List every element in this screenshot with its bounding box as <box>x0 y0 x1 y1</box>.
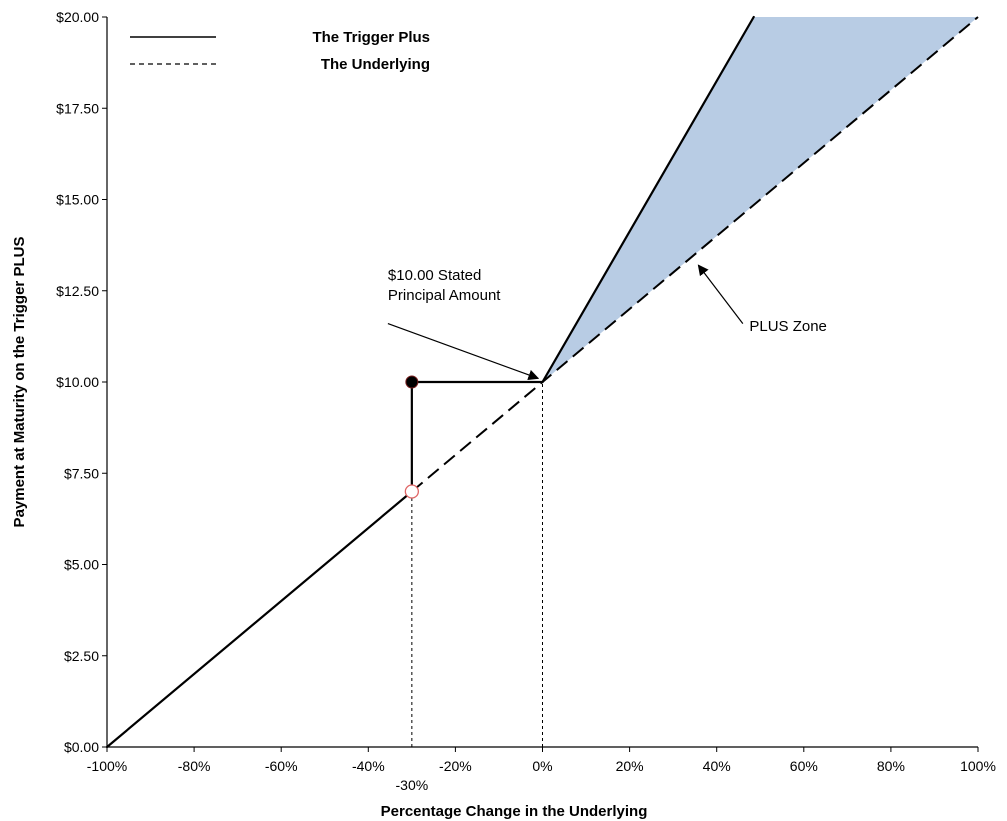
x-tick-label: 20% <box>616 758 644 774</box>
annotation-text: PLUS Zone <box>749 318 827 335</box>
legend: The Trigger Plus The Underlying <box>130 29 430 73</box>
x-tick-label: -60% <box>265 758 298 774</box>
y-tick-label: $10.00 <box>56 374 99 390</box>
y-tick-label: $12.50 <box>56 283 99 299</box>
x-tick-label: -80% <box>178 758 211 774</box>
x-tick-label: 80% <box>877 758 905 774</box>
legend-label-1: The Trigger Plus <box>312 29 430 46</box>
series-the-trigger-plus-segment-1 <box>105 490 413 749</box>
y-tick-label: $17.50 <box>56 100 99 116</box>
x-tick-label: -20% <box>439 758 472 774</box>
annotations-layer: $10.00 Stated Principal Amount PLUS Zone <box>387 264 827 381</box>
y-axis-title: Payment at Maturity on the Trigger PLUS <box>11 237 28 528</box>
annotation-text: $10.00 Stated <box>388 267 481 284</box>
annotation-arrow-2 <box>697 264 744 324</box>
y-tick-label: $0.00 <box>64 739 99 755</box>
x-tick-label: 100% <box>960 758 996 774</box>
y-tick-label: $2.50 <box>64 648 99 664</box>
legend-label-2: The Underlying <box>321 56 430 73</box>
y-tick-label: $5.00 <box>64 557 99 573</box>
y-tick-label: $7.50 <box>64 465 99 481</box>
y-tick-label: $15.00 <box>56 192 99 208</box>
x-tick-label: -100% <box>87 758 127 774</box>
marker-open-circle <box>404 484 420 499</box>
x-tick-label: 0% <box>532 758 552 774</box>
series-layer <box>105 15 979 749</box>
annotation-arrow-1 <box>387 323 540 381</box>
marker-filled-circle <box>405 375 419 389</box>
annotation-text: Principal Amount <box>388 287 501 304</box>
x-axis-title: Percentage Change in the Underlying <box>381 803 648 820</box>
series-the-underlying-line <box>411 16 979 493</box>
y-tick-label: $20.00 <box>56 9 99 25</box>
x-extra-label: -30% <box>396 777 429 793</box>
series-the-trigger-plus-segment-4 <box>541 15 755 384</box>
axes-layer: $0.00 $2.50 $5.00 $7.50 $10.00 $12.50 $15.00 $1… <box>56 9 996 793</box>
reference-lines-layer <box>411 382 543 747</box>
x-tick-label: 40% <box>703 758 731 774</box>
markers-layer <box>404 375 420 499</box>
x-tick-label: 60% <box>790 758 818 774</box>
x-tick-label: -40% <box>352 758 385 774</box>
